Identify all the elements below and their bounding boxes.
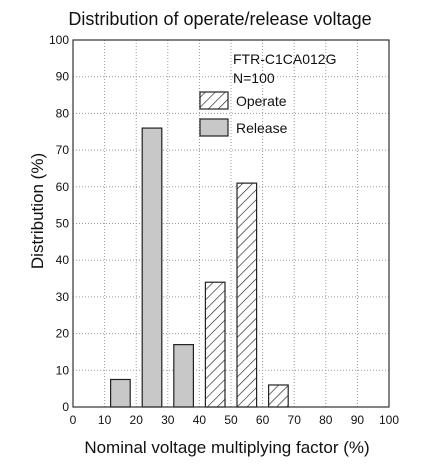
bar-release-10-20 — [109, 378, 131, 408]
x-tick-label: 60 — [256, 413, 270, 427]
grid-lines — [73, 40, 389, 407]
legend-label-release: Release — [236, 120, 288, 136]
bar-release-20-30 — [141, 127, 163, 408]
y-tick-label: 80 — [56, 106, 70, 120]
x-tick-label: 20 — [130, 413, 144, 427]
annotation-model: FTR-C1CA012G — [233, 51, 336, 67]
x-tick-label: 0 — [70, 413, 77, 427]
bar-operate-40-50 — [204, 281, 226, 408]
x-tick-label: 40 — [193, 413, 207, 427]
y-tick-label: 30 — [56, 290, 70, 304]
chart-title: Distribution of operate/release voltage — [68, 9, 371, 29]
bar-operate-60-70 — [268, 384, 289, 408]
legend-swatch-operate — [199, 91, 229, 110]
x-tick-label: 70 — [288, 413, 302, 427]
x-tick-label: 10 — [98, 413, 112, 427]
x-tick-label: 100 — [379, 413, 399, 427]
x-tick-label: 80 — [319, 413, 333, 427]
legend-swatch-release — [199, 118, 229, 137]
plot-frame — [72, 39, 390, 408]
y-tick-label: 0 — [62, 400, 69, 414]
annotation-sample-size: N=100 — [233, 70, 275, 86]
x-tick-label: 30 — [161, 413, 175, 427]
x-tick-label: 90 — [351, 413, 365, 427]
tick-labels: 0 10 20 30 40 50 60 70 80 90 100 0 10 20 30 40 50 60 70 80 9… — [49, 33, 399, 427]
legend-label-operate: Operate — [236, 93, 287, 109]
legend: Operate Release — [199, 91, 288, 137]
y-tick-label: 90 — [56, 70, 70, 84]
y-tick-label: 40 — [56, 253, 70, 267]
y-tick-label: 60 — [56, 180, 70, 194]
y-tick-label: 50 — [56, 217, 70, 231]
y-tick-label: 20 — [56, 327, 70, 341]
y-axis-title: Distribution (%) — [28, 153, 47, 269]
x-tick-label: 50 — [224, 413, 238, 427]
y-tick-label: 100 — [49, 33, 69, 47]
annotations: FTR-C1CA012G N=100 — [233, 51, 336, 86]
y-tick-label: 70 — [56, 143, 70, 157]
x-axis-title: Nominal voltage multiplying factor (%) — [84, 438, 369, 457]
bar-release-30-40 — [173, 344, 195, 408]
y-tick-label: 10 — [56, 363, 70, 377]
bar-operate-50-60 — [236, 182, 258, 408]
bars — [109, 127, 289, 408]
